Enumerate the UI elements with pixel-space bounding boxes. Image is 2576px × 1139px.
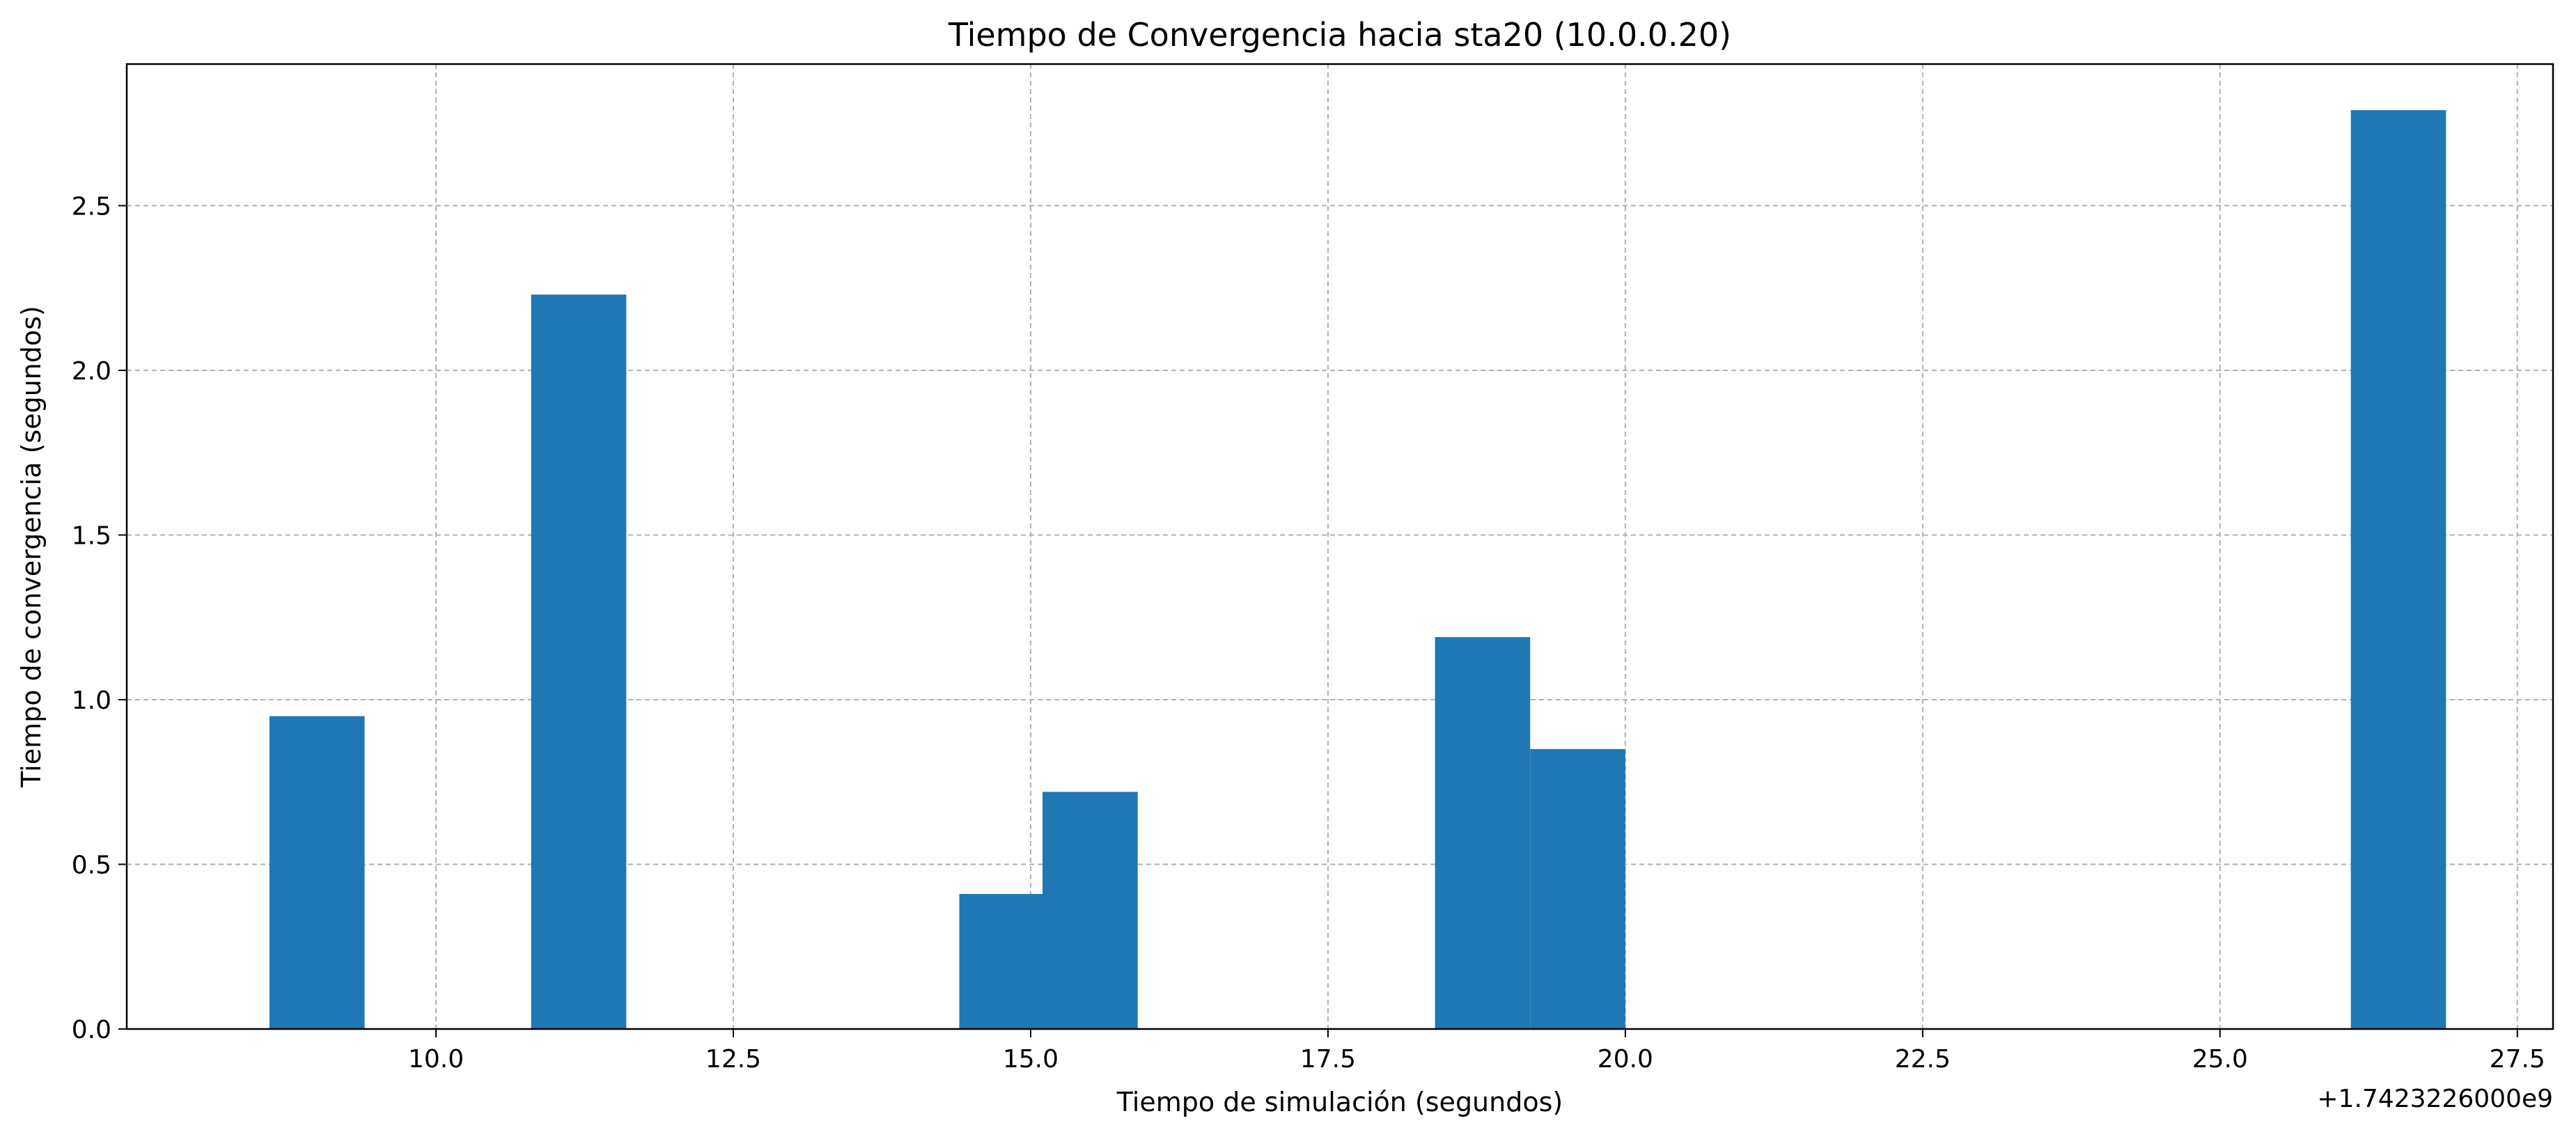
x-tick-label: 12.5 bbox=[705, 1045, 761, 1074]
x-tick-label: 27.5 bbox=[2490, 1045, 2545, 1074]
y-tick-label: 2.5 bbox=[72, 192, 111, 221]
y-tick-label: 0.5 bbox=[72, 851, 111, 879]
x-tick-label: 22.5 bbox=[1895, 1045, 1951, 1074]
y-tick-label: 2.0 bbox=[72, 357, 111, 386]
y-tick-label: 1.5 bbox=[72, 521, 111, 550]
bar bbox=[1530, 748, 1625, 1029]
y-tick-label: 0.0 bbox=[72, 1016, 111, 1044]
chart-title: Tiempo de Convergencia hacia sta20 (10.0… bbox=[948, 16, 1731, 54]
bar bbox=[2350, 110, 2446, 1030]
bar bbox=[959, 894, 1055, 1029]
x-tick-label: 15.0 bbox=[1003, 1045, 1059, 1074]
x-tick-label: 10.0 bbox=[408, 1045, 464, 1074]
bar bbox=[1043, 792, 1138, 1029]
bar bbox=[269, 716, 365, 1029]
x-axis-label: Tiempo de simulación (segundos) bbox=[1116, 1087, 1563, 1117]
y-tick-label: 1.0 bbox=[72, 686, 111, 715]
x-tick-label: 20.0 bbox=[1598, 1045, 1653, 1074]
bar bbox=[1435, 637, 1531, 1029]
x-tick-label: 17.5 bbox=[1300, 1045, 1356, 1074]
ticks: 10.0 12.5 15.0 17.5 20.0 22.5 25.0 27.5 0.0 0.5 1.… bbox=[72, 192, 2545, 1074]
plot-frame bbox=[125, 63, 2554, 1030]
bars bbox=[269, 110, 2446, 1030]
y-axis-label: Tiempo de convergencia (segundos) bbox=[16, 306, 47, 788]
x-tick-label: 25.0 bbox=[2192, 1045, 2248, 1074]
bar bbox=[531, 294, 627, 1030]
x-axis-offset-label: +1.7423226000e9 bbox=[2317, 1085, 2553, 1113]
